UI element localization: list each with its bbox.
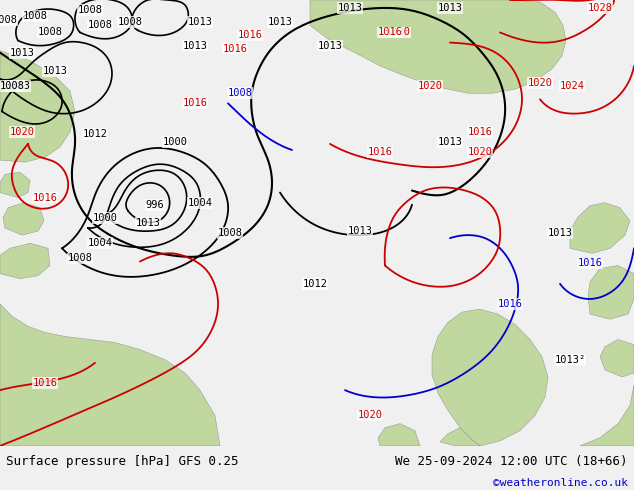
Text: 1016: 1016 [368,147,392,157]
Text: 1016: 1016 [32,378,58,388]
Text: 1020: 1020 [467,147,493,157]
Text: 1008: 1008 [87,21,112,30]
Text: 1013: 1013 [183,41,207,50]
Text: 1004: 1004 [87,238,112,248]
Text: 1008: 1008 [0,81,25,91]
Text: 1008: 1008 [117,17,143,27]
Text: 1020: 1020 [418,81,443,91]
Text: 1008: 1008 [217,228,242,238]
Text: 1013: 1013 [268,17,292,27]
Text: 1016: 1016 [238,30,262,41]
Polygon shape [440,428,480,446]
Text: 1013: 1013 [337,3,363,13]
Text: 1008: 1008 [228,88,252,98]
Text: 1008: 1008 [0,15,18,25]
Text: 1020: 1020 [358,411,382,420]
Text: 1013²: 1013² [554,355,586,365]
Text: 1016: 1016 [498,299,522,309]
Text: 1008: 1008 [37,27,63,37]
Polygon shape [378,423,420,446]
Text: We 25-09-2024 12:00 UTC (18+66): We 25-09-2024 12:00 UTC (18+66) [395,455,628,468]
Text: 1013: 1013 [437,3,462,13]
Text: 1013: 1013 [548,228,573,238]
Text: 1008: 1008 [67,253,93,264]
Text: 996: 996 [146,200,164,210]
Polygon shape [600,340,634,377]
Text: 1013: 1013 [6,81,30,91]
Polygon shape [0,243,50,279]
Text: 1008: 1008 [77,5,103,15]
Text: 1000: 1000 [93,213,117,223]
Text: 1016: 1016 [377,27,403,37]
Text: 1028: 1028 [588,3,612,13]
Text: 1012: 1012 [82,129,108,139]
Text: 1013: 1013 [188,17,212,27]
Text: 1013: 1013 [437,137,462,147]
Text: Surface pressure [hPa] GFS 0.25: Surface pressure [hPa] GFS 0.25 [6,455,239,468]
Polygon shape [588,266,634,319]
Polygon shape [570,203,630,253]
Text: 1016: 1016 [578,259,602,269]
Polygon shape [432,309,548,446]
Polygon shape [3,203,44,235]
Text: 1008: 1008 [22,11,48,21]
Polygon shape [310,0,566,93]
Text: 1000: 1000 [162,137,188,147]
Text: 1020: 1020 [527,78,552,88]
Text: 1013: 1013 [136,218,160,228]
Text: 1016: 1016 [183,98,207,108]
Polygon shape [0,304,220,446]
Text: 1004: 1004 [188,197,212,208]
Text: 1013: 1013 [42,66,67,76]
Text: 1020: 1020 [385,27,410,37]
Polygon shape [580,385,634,446]
Text: ©weatheronline.co.uk: ©weatheronline.co.uk [493,478,628,489]
Text: 1013: 1013 [318,41,342,50]
Text: 1013: 1013 [347,226,373,236]
Text: 1020: 1020 [10,127,34,137]
Text: 1016: 1016 [223,44,247,53]
Polygon shape [0,50,75,162]
Text: 1016: 1016 [467,127,493,137]
Text: 1012: 1012 [302,279,328,289]
Text: 1024: 1024 [559,81,585,91]
Text: 1013: 1013 [10,48,34,58]
Polygon shape [0,172,30,197]
Text: 1016: 1016 [32,193,58,202]
